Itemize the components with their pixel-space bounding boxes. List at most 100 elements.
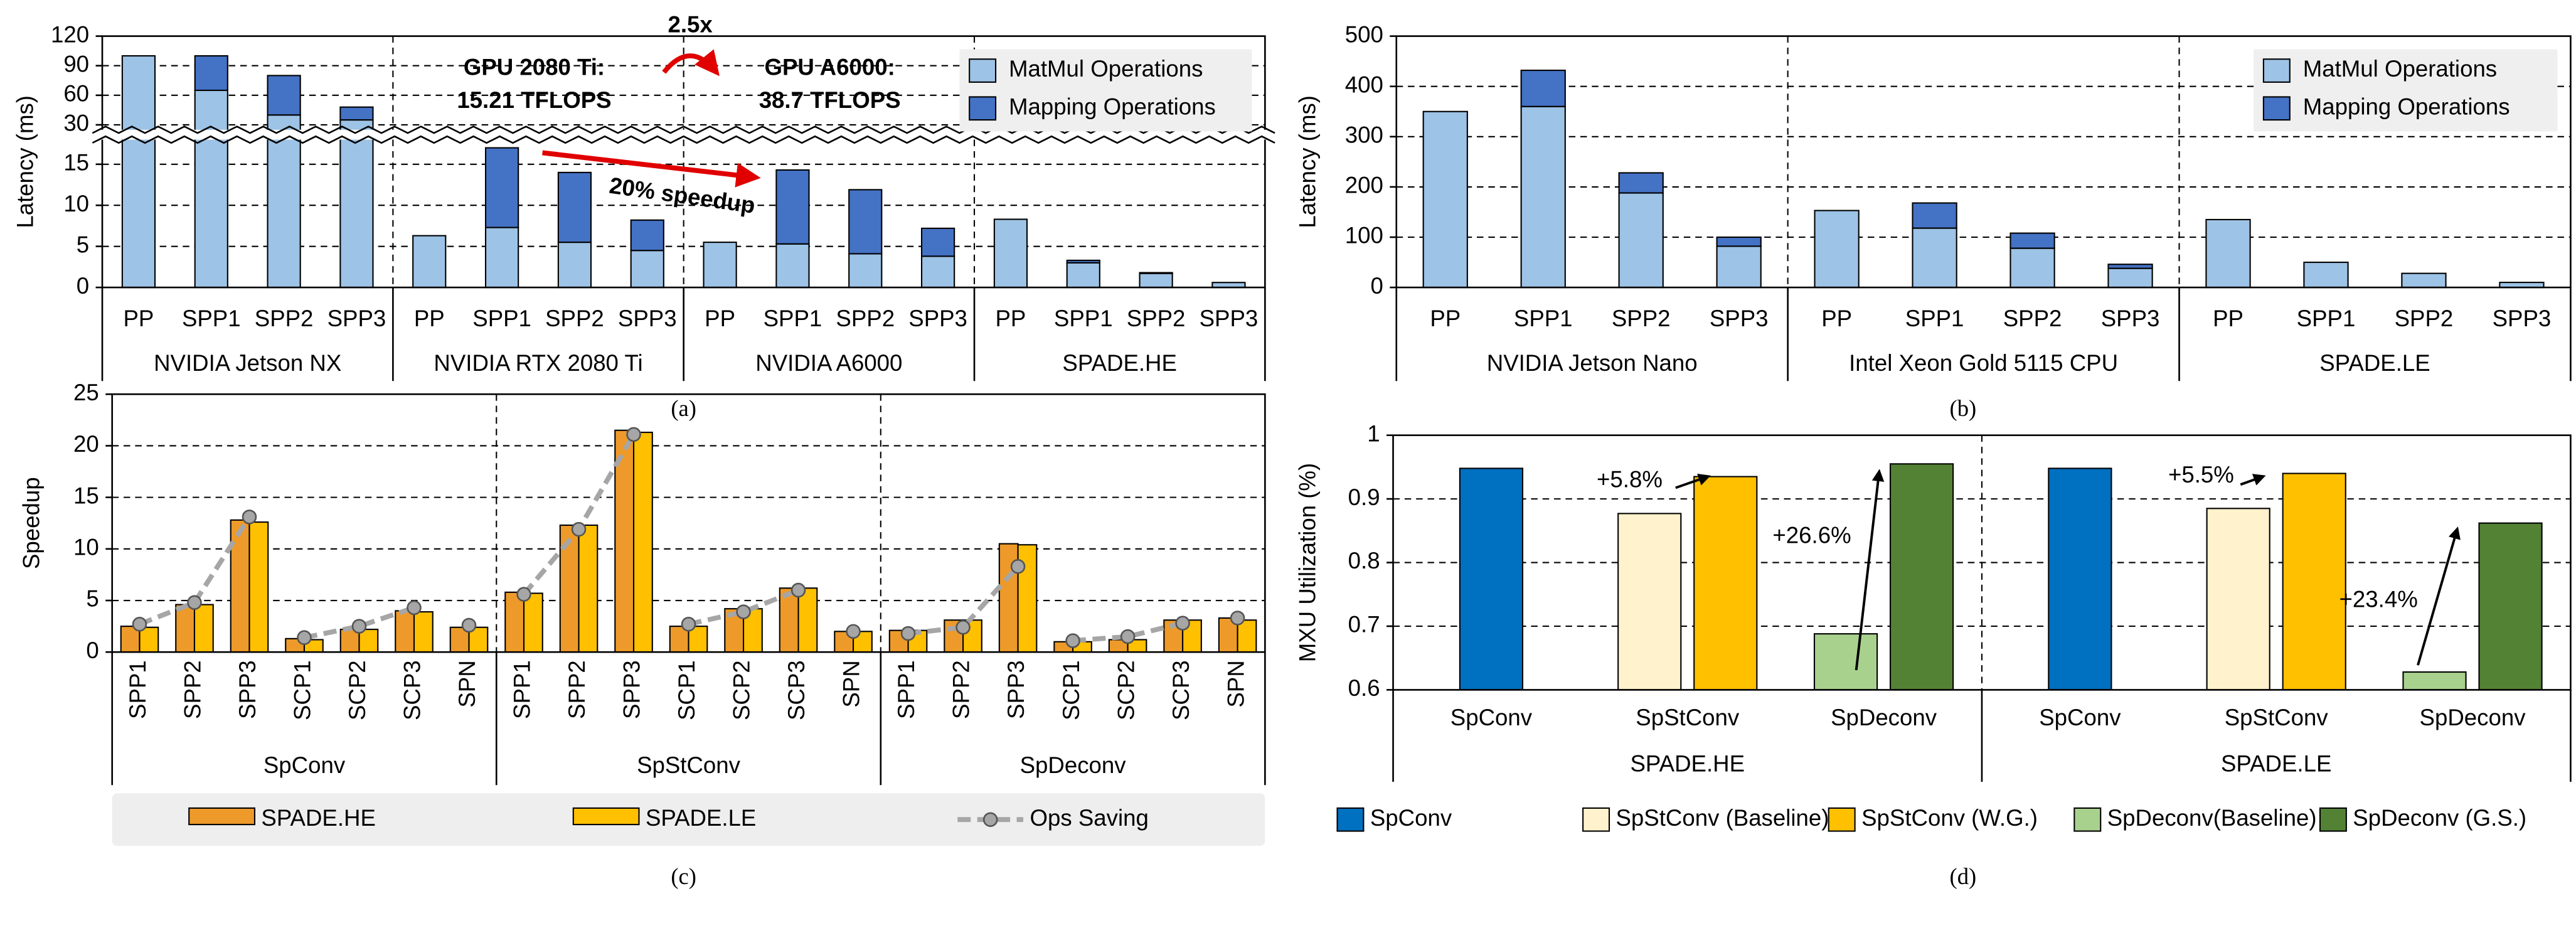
bar (797, 587, 818, 653)
bar (559, 524, 580, 653)
series-marker (407, 600, 422, 616)
series-marker (571, 521, 587, 537)
bar-segment (848, 189, 883, 255)
x-tick-label: PP (414, 306, 445, 331)
bar-segment (339, 119, 374, 289)
series-marker (1175, 616, 1190, 631)
series-marker (187, 595, 202, 611)
bar (779, 587, 799, 653)
bar-segment (2401, 272, 2447, 289)
legend-label: SpStConv (Baseline) (1615, 805, 1829, 831)
legend-swatch (2262, 96, 2291, 121)
arrow (1855, 469, 1885, 671)
bar-segment (775, 243, 810, 289)
x-tick-label: SpConv (1450, 705, 1533, 730)
x-tick-label: SPP1 (1054, 306, 1113, 331)
x-tick-label: SCP3 (1168, 660, 1194, 720)
bar-segment (1618, 192, 1664, 289)
x-tick-label: SPP2 (2003, 306, 2062, 331)
x-tick-label: SCP2 (344, 660, 370, 720)
bar-segment (1520, 70, 1566, 107)
group-label: NVIDIA A6000 (755, 350, 902, 376)
bar (2206, 508, 2270, 691)
bar-segment (194, 55, 228, 92)
x-tick-label: SPP3 (1200, 306, 1259, 331)
annotation: 15.21 TFLOPS (457, 87, 611, 113)
x-tick-label: SPP1 (472, 306, 531, 331)
bar-segment (2107, 267, 2153, 289)
bar (230, 519, 250, 653)
legend-label: Ops Saving (1030, 805, 1148, 831)
bar-segment (993, 218, 1028, 289)
legend-label: SpStConv (W.G.) (1861, 805, 2038, 831)
y-tick-label: 60 (63, 80, 89, 106)
y-tick-label: 15 (63, 149, 89, 175)
bar-segment (2009, 247, 2055, 289)
legend-swatch (2073, 807, 2102, 832)
x-tick-label: SCP3 (784, 660, 809, 720)
bar-segment (484, 147, 519, 228)
x-tick-label: SPP1 (1905, 306, 1964, 331)
series-marker (1065, 633, 1080, 648)
x-tick-label: SPP2 (949, 660, 974, 719)
bar-segment (630, 219, 664, 252)
bar-segment (339, 106, 374, 121)
caption: (b) (1950, 395, 1977, 421)
x-tick-label: SPN (1223, 660, 1248, 707)
bar (139, 626, 159, 653)
bar (1889, 463, 1954, 691)
annotation: +5.5% (2168, 462, 2234, 488)
legend-swatch (188, 807, 255, 826)
x-tick-label: SpDeconv (1831, 705, 1937, 730)
annotation: 2.5x (668, 12, 713, 38)
x-tick-label: SPP2 (1127, 306, 1186, 331)
y-tick-label: 400 (1345, 72, 1383, 97)
x-tick-label: SPP1 (893, 660, 919, 719)
bar-segment (1139, 272, 1173, 289)
x-tick-label: SPP1 (182, 306, 241, 331)
y-axis-label: MXU Utilization (%) (1295, 463, 1321, 662)
bar (523, 592, 543, 653)
axis-break-line (92, 135, 1275, 144)
bar-segment (267, 75, 301, 116)
bar-segment (1066, 262, 1100, 289)
bar (1237, 619, 1257, 653)
x-tick-label: SPN (454, 660, 480, 707)
x-tick-label: SCP1 (1058, 660, 1084, 720)
legend-label: SpDeconv(Baseline) (2107, 805, 2317, 831)
x-tick-label: SpStConv (2225, 705, 2329, 730)
bar-segment (2205, 218, 2251, 289)
series-marker (242, 509, 257, 525)
x-tick-label: SCP3 (400, 660, 425, 720)
y-tick-label: 0 (86, 637, 98, 663)
bar-segment (1912, 227, 1957, 289)
x-tick-label: SPP3 (235, 660, 260, 719)
series-marker (900, 626, 916, 641)
caption: (c) (671, 863, 696, 889)
bar-segment (2107, 264, 2153, 269)
y-tick-label: 100 (1345, 223, 1383, 248)
x-tick-label: SPP3 (1710, 306, 1769, 331)
plot-frame (111, 393, 1266, 653)
group-label: SPADE.LE (2221, 751, 2331, 777)
x-tick-label: SCP2 (1113, 660, 1139, 720)
y-tick-label: 0 (1370, 273, 1383, 299)
bar-segment (1716, 236, 1762, 247)
group-label: NVIDIA RTX 2080 Ti (434, 350, 642, 376)
bar-segment (848, 253, 883, 289)
y-tick-label: 300 (1345, 122, 1383, 147)
arrow (1675, 474, 1711, 489)
bar-segment (412, 235, 447, 289)
annotation: +26.6% (1772, 523, 1851, 548)
x-tick-label: SCP2 (729, 660, 755, 720)
x-tick-label: PP (1430, 306, 1461, 331)
x-tick-label: PP (996, 306, 1026, 331)
bar (1617, 513, 1682, 691)
bar-segment (630, 250, 664, 289)
y-tick-label: 10 (73, 535, 99, 560)
bar-segment (121, 55, 156, 289)
x-tick-label: PP (1821, 306, 1852, 331)
legend-swatch (572, 807, 640, 826)
